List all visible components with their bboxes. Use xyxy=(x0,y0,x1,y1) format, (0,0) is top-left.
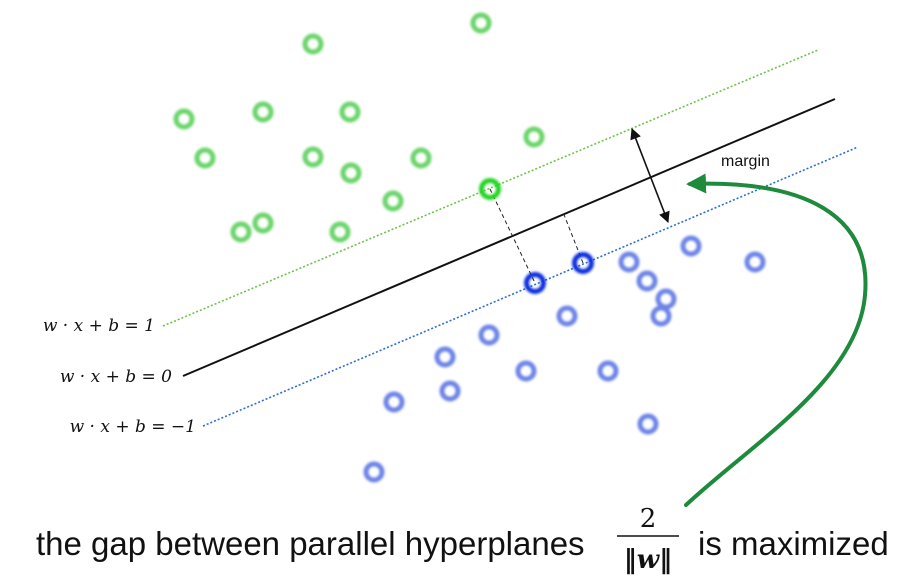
green-point xyxy=(252,212,274,234)
curved-arrow xyxy=(684,173,868,507)
blue-point xyxy=(636,270,658,292)
green-point xyxy=(523,126,545,148)
blue-point xyxy=(637,413,659,435)
green-point xyxy=(302,33,324,55)
green-point xyxy=(382,190,404,212)
equation-decision-hyperplane: w · x + b = 0 xyxy=(60,367,172,387)
blue-class-points xyxy=(363,235,766,483)
blue-point xyxy=(597,360,619,382)
positive-margin-hyperplane xyxy=(162,49,819,327)
green-point xyxy=(340,162,362,184)
caption-left: the gap between parallel hyperplanes xyxy=(36,525,585,562)
green-class-points xyxy=(173,12,545,243)
blue-support-vector xyxy=(524,272,546,294)
equation-negative-hyperplane: w · x + b = −1 xyxy=(70,417,196,437)
green-point xyxy=(173,108,195,130)
caption-right: is maximized xyxy=(698,525,889,562)
blue-point xyxy=(618,251,640,273)
blue-point xyxy=(434,346,456,368)
green-point xyxy=(302,146,324,168)
green-point xyxy=(230,221,252,243)
blue-point xyxy=(556,305,578,327)
blue-point xyxy=(655,288,677,310)
green-point xyxy=(329,221,351,243)
blue-point xyxy=(680,235,702,257)
support-vector-projection xyxy=(489,188,536,284)
green-point xyxy=(470,12,492,34)
green-point xyxy=(410,147,432,169)
fraction-denominator: ‖w‖ xyxy=(624,545,672,575)
margin-arrow xyxy=(630,127,670,224)
margin-label: margin xyxy=(721,153,770,170)
green-point xyxy=(194,147,216,169)
blue-point xyxy=(363,461,385,483)
fraction-numerator: 2 xyxy=(640,504,657,534)
equation-positive-hyperplane: w · x + b = 1 xyxy=(43,316,155,336)
blue-point xyxy=(478,324,500,346)
blue-point xyxy=(515,360,537,382)
blue-point xyxy=(439,380,461,402)
blue-point xyxy=(383,391,405,413)
blue-point xyxy=(650,305,672,327)
blue-support-vector xyxy=(572,252,594,274)
green-point xyxy=(339,101,361,123)
green-point xyxy=(252,101,274,123)
blue-point xyxy=(744,251,766,273)
negative-margin-hyperplane xyxy=(202,146,859,427)
decision-hyperplane xyxy=(182,98,836,377)
green-support-vector xyxy=(479,178,501,200)
